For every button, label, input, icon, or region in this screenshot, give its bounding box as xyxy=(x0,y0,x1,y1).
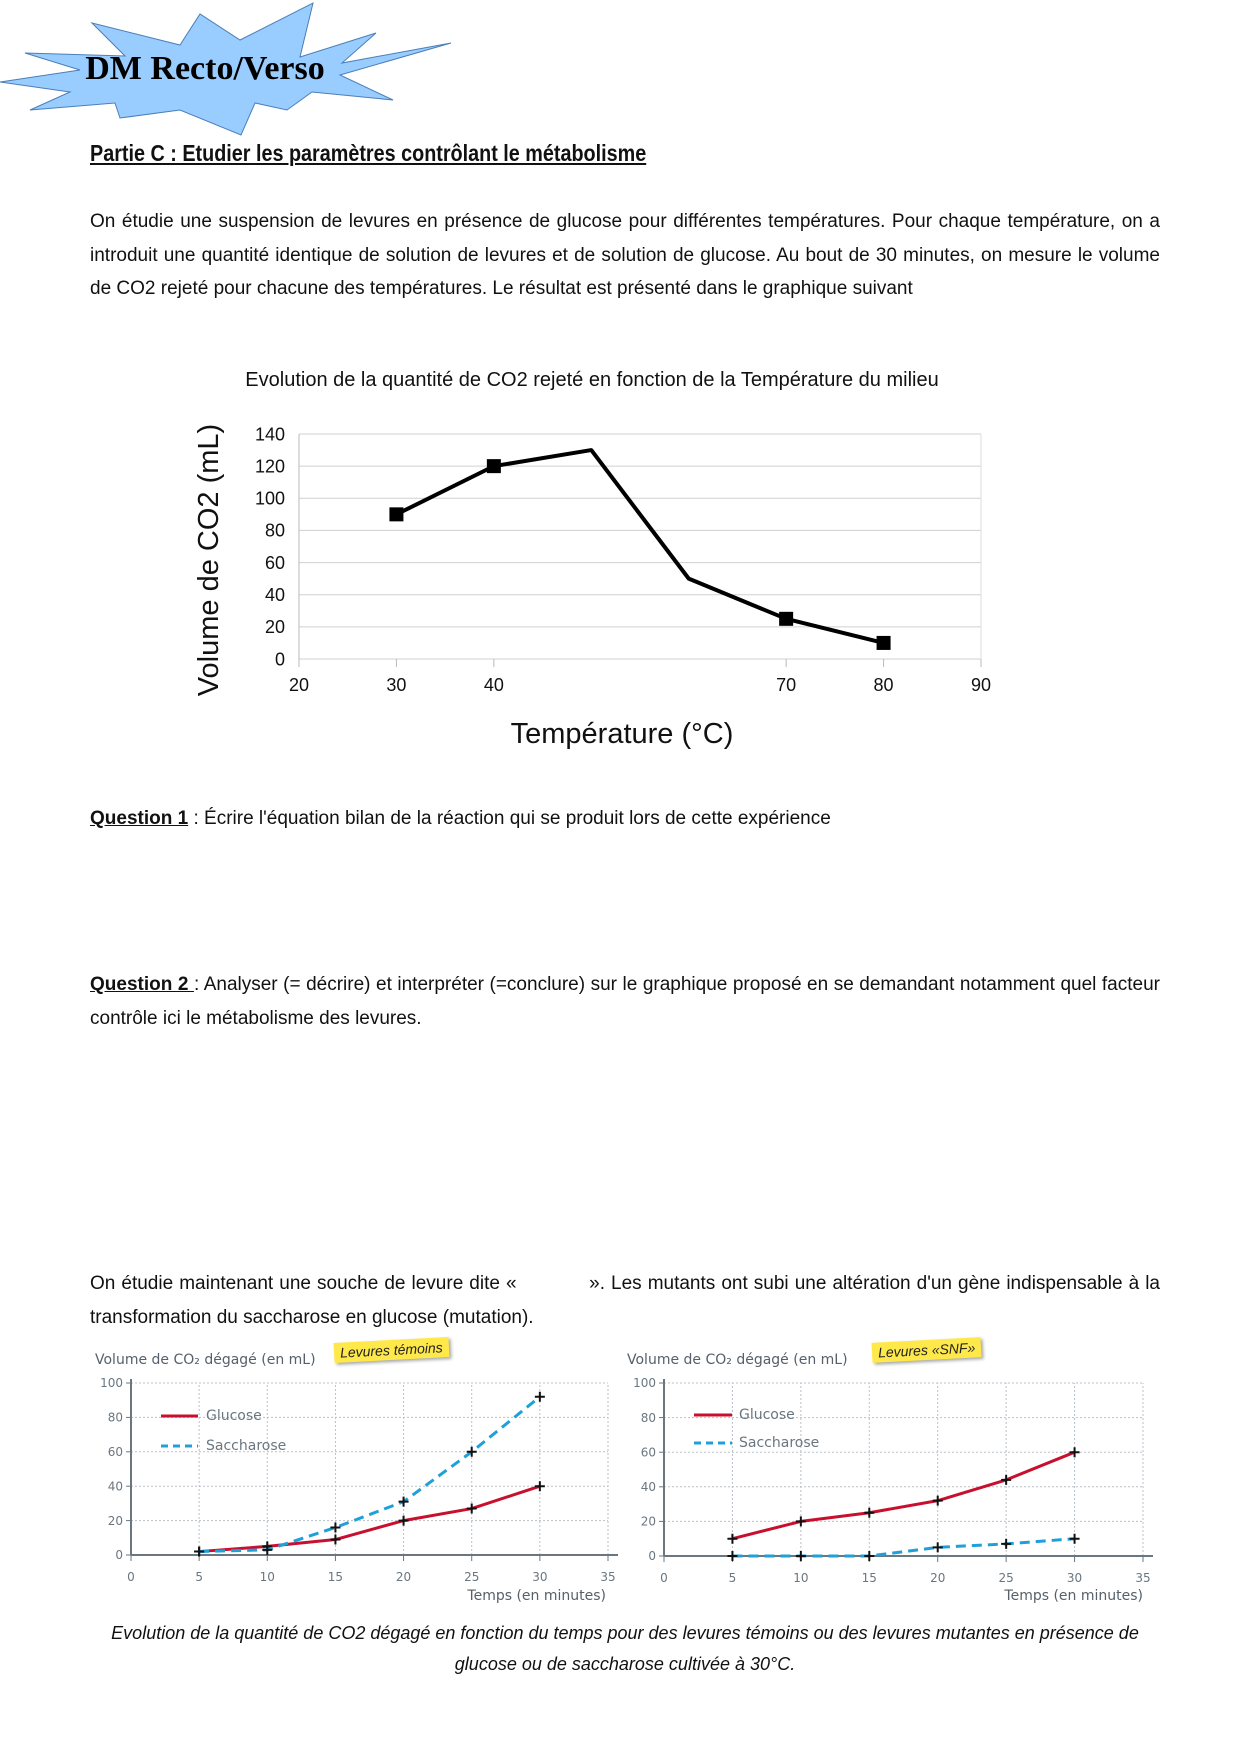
intro-paragraph: On étudie une suspension de levures en p… xyxy=(90,211,1160,299)
data-point-marker xyxy=(330,1522,341,1533)
data-point-marker xyxy=(534,1391,545,1402)
question-2: Question 2 : Analyser (= décrire) et int… xyxy=(90,968,1160,1035)
series-line-saccharose xyxy=(732,1537,1075,1558)
series-line-glucose xyxy=(732,1450,1076,1541)
question-1-label: Question 1 xyxy=(90,808,189,829)
legend-label-saccharose: Saccharose xyxy=(739,1435,819,1451)
y-tick-label: 100 xyxy=(255,489,285,509)
data-point-marker xyxy=(194,1546,205,1557)
y-tick-label: 20 xyxy=(641,1515,656,1529)
data-point-marker xyxy=(466,1446,477,1457)
series-line-series xyxy=(395,448,885,645)
y-tick-label: 40 xyxy=(265,585,285,605)
y-tick-label: 140 xyxy=(255,424,285,444)
mutant-paragraph: On étudie maintenant une souche de levur… xyxy=(90,1273,1166,1328)
x-tick-label: 20 xyxy=(396,1570,411,1584)
y-tick-label: 0 xyxy=(115,1548,123,1562)
question-1: Question 1 : Écrire l'équation bilan de … xyxy=(90,802,1160,836)
question-2-text: : Analyser (= décrire) et interpréter (=… xyxy=(90,974,1160,1029)
series-line-glucose xyxy=(199,1484,541,1554)
data-point-marker xyxy=(864,1551,875,1561)
y-tick-label: 80 xyxy=(641,1411,656,1425)
x-axis-label: Temps (en minutes) xyxy=(1003,1588,1143,1604)
y-axis-label: Volume de CO₂ dégagé (en mL) xyxy=(627,1352,848,1368)
x-tick-label: 35 xyxy=(600,1570,615,1584)
y-tick-label: 60 xyxy=(641,1445,656,1459)
data-point-marker xyxy=(330,1534,341,1545)
data-point-marker xyxy=(1069,1533,1080,1544)
data-point-marker xyxy=(795,1516,806,1527)
x-tick-label: 0 xyxy=(127,1570,135,1584)
data-point-marker xyxy=(1001,1474,1012,1485)
y-tick-label: 40 xyxy=(641,1480,656,1494)
x-tick-label: 15 xyxy=(862,1571,877,1585)
chart-title: Evolution de la quantité de CO2 rejeté e… xyxy=(245,369,938,391)
x-tick-label: 80 xyxy=(874,675,894,695)
x-tick-label: 90 xyxy=(971,675,991,695)
legend-label-glucose: Glucose xyxy=(739,1407,795,1423)
x-tick-label: 25 xyxy=(464,1570,479,1584)
x-tick-label: 10 xyxy=(260,1570,275,1584)
starburst-shape xyxy=(0,2,452,136)
x-tick-label: 35 xyxy=(1135,1571,1150,1585)
y-tick-label: 40 xyxy=(108,1479,123,1493)
data-point-marker xyxy=(932,1495,943,1506)
x-tick-label: 20 xyxy=(289,675,309,695)
x-tick-label: 30 xyxy=(1067,1571,1082,1585)
x-tick-label: 25 xyxy=(999,1571,1014,1585)
y-tick-label: 0 xyxy=(275,649,285,669)
y-tick-label: 80 xyxy=(108,1411,123,1425)
data-point-marker xyxy=(779,611,794,626)
x-tick-label: 20 xyxy=(930,1571,945,1585)
series-line-saccharose xyxy=(199,1395,541,1554)
x-axis-label: Temps (en minutes) xyxy=(466,1588,606,1604)
data-point-marker xyxy=(1069,1447,1080,1458)
data-point-marker xyxy=(795,1551,806,1561)
x-tick-label: 10 xyxy=(793,1571,808,1585)
data-point-marker xyxy=(876,635,891,650)
y-tick-label: 100 xyxy=(633,1376,656,1390)
y-tick-label: 60 xyxy=(265,553,285,573)
data-point-marker xyxy=(262,1544,273,1555)
x-tick-label: 15 xyxy=(328,1570,343,1584)
x-tick-label: 70 xyxy=(776,675,796,695)
y-tick-label: 80 xyxy=(265,521,285,541)
y-tick-label: 100 xyxy=(100,1376,123,1390)
x-tick-label: 5 xyxy=(195,1570,203,1584)
legend-label-glucose: Glucose xyxy=(206,1408,262,1424)
y-tick-label: 20 xyxy=(108,1514,123,1528)
x-tick-label: 40 xyxy=(484,675,504,695)
y-tick-label: 0 xyxy=(648,1549,656,1563)
document-title: DM Recto/Verso xyxy=(85,50,325,87)
x-tick-label: 30 xyxy=(386,675,406,695)
y-tick-label: 20 xyxy=(265,617,285,637)
y-tick-label: 60 xyxy=(108,1445,123,1459)
data-point-marker xyxy=(932,1542,943,1553)
y-axis-label: Volume de CO₂ dégagé (en mL) xyxy=(95,1352,316,1368)
x-tick-label: 0 xyxy=(660,1571,668,1585)
data-point-marker xyxy=(727,1551,738,1561)
data-point-marker xyxy=(389,507,404,522)
x-tick-label: 5 xyxy=(729,1571,737,1585)
data-point-marker xyxy=(486,459,501,474)
question-2-label: Question 2 xyxy=(90,974,194,995)
figure-caption: Evolution de la quantité de CO2 dégagé e… xyxy=(111,1623,1139,1674)
question-1-text: : Écrire l'équation bilan de la réaction… xyxy=(188,808,831,829)
data-point-marker xyxy=(466,1503,477,1514)
data-point-marker xyxy=(864,1507,875,1518)
y-axis-label: Volume de CO2 (mL) xyxy=(193,424,225,696)
data-point-marker xyxy=(1001,1538,1012,1549)
data-point-marker xyxy=(534,1481,545,1492)
data-point-marker xyxy=(398,1496,409,1507)
x-tick-label: 30 xyxy=(532,1570,547,1584)
data-point-marker xyxy=(398,1515,409,1526)
data-point-marker xyxy=(727,1533,738,1544)
section-heading: Partie C : Etudier les paramètres contrô… xyxy=(90,140,647,166)
x-axis-label: Température (°C) xyxy=(511,718,734,750)
y-tick-label: 120 xyxy=(255,456,285,476)
legend-label-saccharose: Saccharose xyxy=(206,1438,286,1454)
